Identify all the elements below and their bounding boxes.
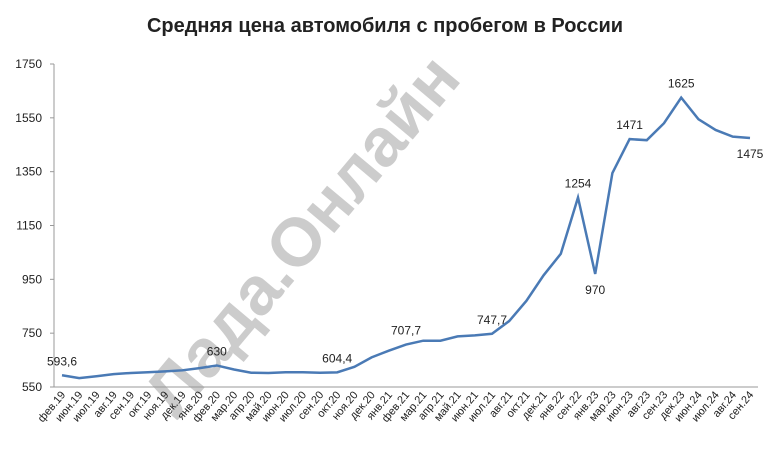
data-label: 747,7 [477, 313, 507, 327]
data-label: 1254 [565, 177, 592, 191]
data-label: 630 [207, 344, 227, 358]
y-tick-label: 1750 [15, 57, 42, 71]
data-label: 707,7 [391, 324, 421, 338]
y-tick-label: 750 [22, 326, 42, 340]
y-tick-label: 550 [22, 380, 42, 394]
data-label: 1475 [737, 147, 764, 161]
data-label: 1625 [668, 77, 695, 91]
chart-title: Средняя цена автомобиля с пробегом в Рос… [147, 15, 623, 37]
data-label: 1471 [616, 118, 643, 132]
y-tick-label: 1350 [15, 165, 42, 179]
y-tick-label: 1550 [15, 111, 42, 125]
data-label: 593,6 [47, 354, 77, 368]
line [61, 95, 751, 380]
y-tick-label: 1150 [16, 219, 42, 233]
y-tick-label: 950 [22, 272, 42, 286]
data-label: 970 [585, 283, 605, 297]
data-label: 604,4 [322, 351, 352, 365]
